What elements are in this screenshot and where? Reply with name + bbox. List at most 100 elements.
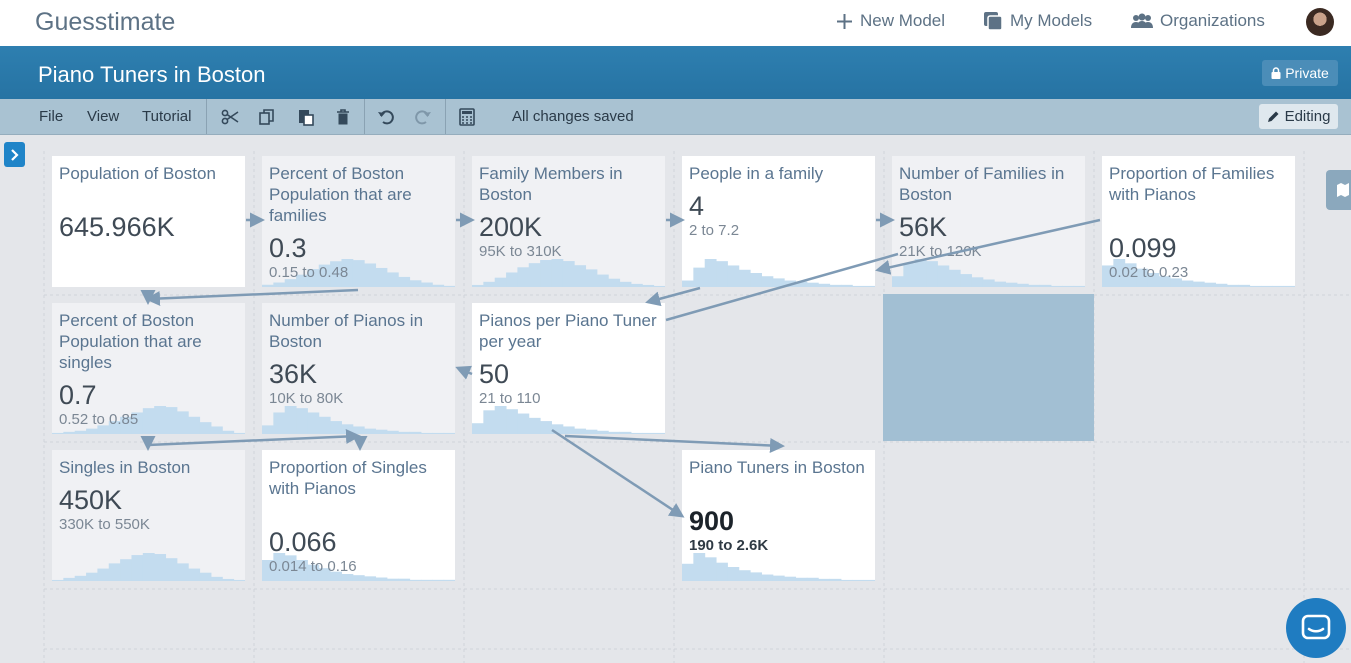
editing-mode-button[interactable]: Editing (1259, 104, 1338, 129)
undo-icon[interactable] (377, 108, 395, 126)
map-side-tab[interactable] (1326, 170, 1351, 210)
metric-card[interactable]: People in a family 4 2 to 7.2 (682, 156, 875, 287)
metric-card[interactable]: Percent of Boston Population that are fa… (262, 156, 455, 287)
plus-icon (837, 13, 852, 29)
sidebar-toggle-button[interactable] (4, 142, 25, 167)
chat-support-button[interactable] (1286, 598, 1346, 658)
chat-icon (1301, 614, 1331, 640)
histogram-bar (716, 261, 728, 287)
histogram-bar (330, 571, 342, 581)
histogram-bar (364, 263, 377, 287)
histogram-bar (506, 409, 518, 434)
save-status: All changes saved (512, 108, 634, 125)
model-canvas[interactable]: Population of Boston 645.966K Percent of B… (0, 134, 1351, 663)
histogram-bar (330, 421, 342, 434)
metric-card[interactable]: Piano Tuners in Boston 900 190 to 2.6K (682, 450, 875, 581)
metric-name: Pianos per Piano Tuner per year (479, 311, 657, 351)
metric-value: 0.3 (269, 233, 307, 263)
lock-icon (1271, 67, 1281, 79)
metric-card[interactable]: Population of Boston 645.966K (52, 156, 245, 287)
histogram-bar (494, 277, 507, 287)
privacy-button[interactable]: Private (1262, 60, 1338, 86)
histogram-bar (517, 267, 530, 287)
histogram-bar (375, 267, 388, 287)
paste-icon[interactable] (297, 108, 315, 126)
file-menu[interactable]: File (39, 108, 64, 125)
histogram-bar (284, 279, 297, 287)
metric-value: 450K (59, 485, 123, 515)
metric-value: 56K (899, 212, 948, 242)
metric-range: 2 to 7.2 (689, 222, 740, 239)
metric-name: Singles in Boston (59, 458, 191, 477)
histogram-bar (608, 431, 621, 434)
distribution-histogram (52, 406, 245, 434)
new-model-link[interactable]: New Model (836, 11, 945, 31)
histogram-bar (1016, 283, 1029, 287)
chevron-right-icon (11, 148, 19, 161)
calculator-icon[interactable] (458, 108, 476, 126)
histogram-bar (120, 416, 132, 434)
redo-icon[interactable] (414, 108, 432, 126)
histogram-bar (199, 572, 212, 581)
histogram-bar (120, 559, 132, 581)
histogram-bar (960, 274, 972, 287)
histogram-bar (818, 578, 831, 581)
metric-name: Proportion of Families with Pianos (1109, 164, 1275, 204)
histogram-bar (761, 276, 774, 287)
metric-card[interactable]: Proportion of Singles with Pianos 0.066 0.… (262, 450, 455, 581)
tutorial-menu[interactable]: Tutorial (142, 108, 192, 125)
histogram-bar (318, 568, 331, 581)
metric-card[interactable]: Singles in Boston 450K 330K to 550K (52, 450, 245, 581)
organizations-label: Organizations (1160, 11, 1265, 30)
histogram-bar (1181, 280, 1194, 287)
metric-card[interactable]: Pianos per Piano Tuner per year 50 21 to 1… (472, 303, 665, 434)
my-models-label: My Models (1010, 11, 1093, 30)
users-icon (1131, 13, 1153, 28)
histogram-bar (1170, 278, 1182, 287)
histogram-bar (131, 412, 144, 434)
metric-card[interactable]: Family Members in Boston 200K 95K to 310K (472, 156, 665, 287)
metric-value: 200K (479, 212, 543, 242)
histogram-bar (364, 428, 377, 434)
histogram-bar (330, 261, 342, 287)
cut-icon[interactable] (221, 108, 239, 126)
organizations-link[interactable]: Organizations (1131, 11, 1265, 31)
histogram-bar (409, 579, 422, 581)
histogram-bar (1238, 284, 1251, 287)
trash-icon[interactable] (334, 108, 352, 126)
histogram-bar (1192, 281, 1205, 287)
metric-card[interactable]: Proportion of Families with Pianos 0.099 0… (1102, 156, 1295, 287)
histogram-bar (840, 284, 853, 287)
privacy-label: Private (1285, 65, 1329, 81)
histogram-bar (63, 577, 76, 581)
histogram-bar (386, 578, 399, 581)
view-menu[interactable]: View (87, 108, 120, 125)
histogram-bar (420, 579, 433, 581)
histogram-bar (386, 430, 399, 434)
model-title[interactable]: Piano Tuners in Boston (38, 62, 266, 87)
copy-icon[interactable] (258, 108, 276, 126)
distribution-histogram (682, 259, 875, 287)
metric-card[interactable]: Number of Pianos in Boston 36K 10K to 80K (262, 303, 455, 434)
histogram-bar (852, 285, 865, 287)
histogram-bar (1283, 285, 1295, 287)
my-models-link[interactable]: My Models (983, 11, 1092, 31)
app-logo[interactable]: Guesstimate (35, 8, 176, 36)
histogram-bar (1062, 285, 1075, 287)
histogram-bar (903, 263, 916, 287)
histogram-bar (562, 261, 575, 287)
model-title-bar: Piano Tuners in Boston Private (0, 46, 1351, 99)
histogram-bar (443, 579, 455, 581)
metric-card[interactable]: Percent of Boston Population that are si… (52, 303, 245, 434)
selected-empty-cell[interactable] (883, 294, 1094, 441)
histogram-bar (585, 429, 598, 434)
metric-card[interactable]: Number of Families in Boston 56K 21K to 12… (892, 156, 1085, 287)
histogram-bar (642, 432, 655, 434)
metric-value: 0.099 (1109, 233, 1177, 263)
histogram-bar (432, 579, 445, 581)
histogram-bar (761, 574, 774, 581)
metric-name: Number of Families in Boston (899, 164, 1065, 204)
user-avatar[interactable] (1306, 8, 1334, 36)
histogram-bar (420, 282, 433, 287)
histogram-bar (494, 406, 507, 434)
